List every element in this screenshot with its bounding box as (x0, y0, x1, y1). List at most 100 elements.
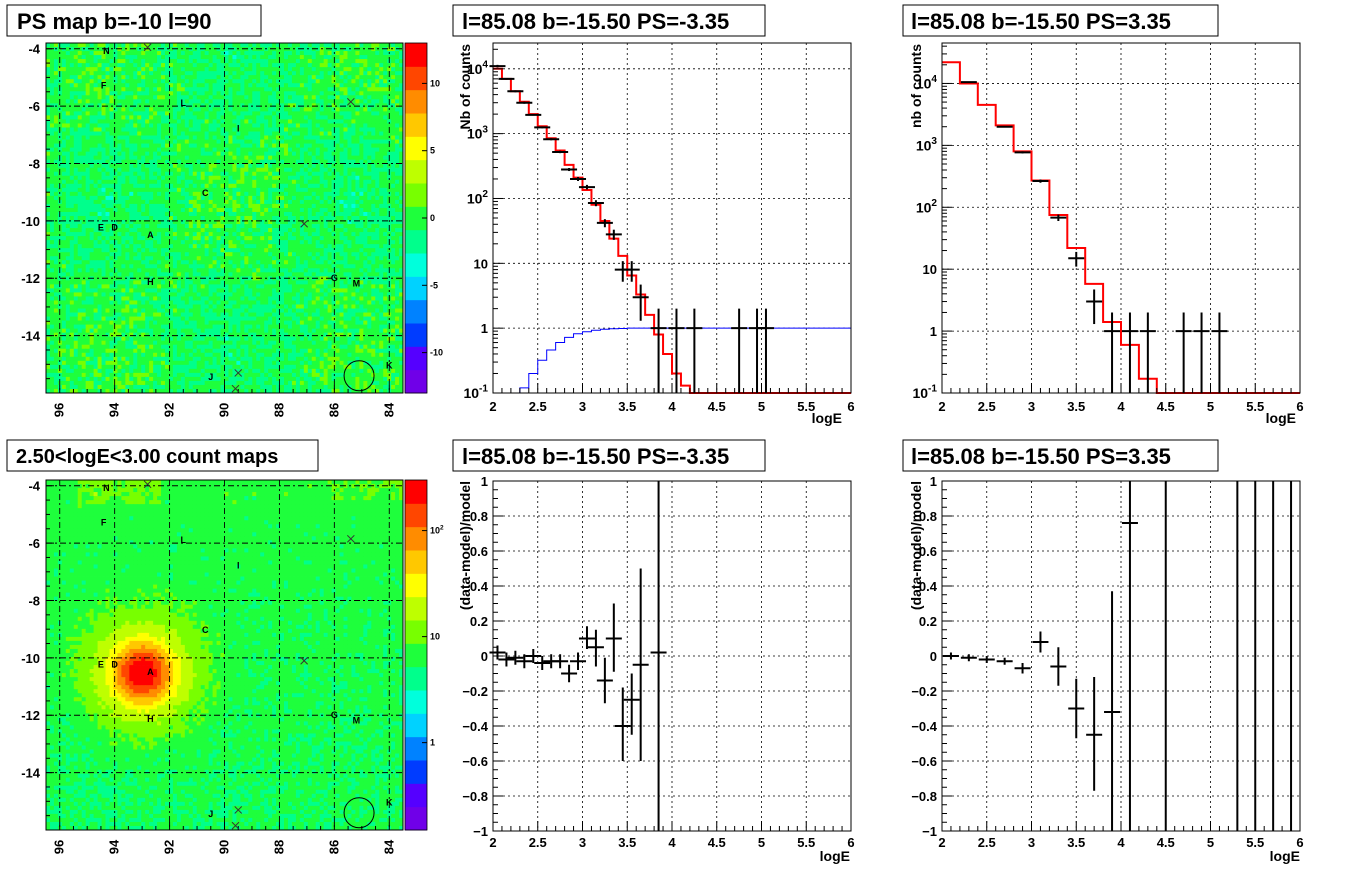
map-pixel (347, 51, 351, 55)
map-pixel (94, 59, 98, 63)
map-pixel (94, 67, 98, 71)
map-pixel (173, 43, 177, 47)
map-pixel (332, 79, 336, 83)
map-pixel (153, 95, 157, 99)
map-pixel (213, 168, 217, 172)
map-pixel (117, 47, 121, 51)
map-pixel (145, 156, 149, 160)
map-pixel (141, 99, 145, 103)
map-pixel (351, 51, 355, 55)
map-pixel (359, 184, 363, 188)
map-pixel (296, 236, 300, 240)
map-pixel (189, 260, 193, 264)
map-pixel (244, 196, 248, 200)
map-pixel (308, 123, 312, 127)
map-pixel (165, 103, 169, 107)
map-pixel (117, 140, 121, 144)
map-pixel (46, 83, 50, 87)
map-pixel (157, 156, 161, 160)
map-pixel (379, 232, 383, 236)
map-pixel (236, 75, 240, 79)
map-pixel (54, 71, 58, 75)
map-pixel (78, 111, 82, 115)
map-pixel (228, 184, 232, 188)
map-pixel (316, 83, 320, 87)
map-pixel (391, 152, 395, 156)
map-pixel (46, 216, 50, 220)
map-pixel (328, 107, 332, 111)
map-pixel (185, 172, 189, 176)
map-pixel (153, 164, 157, 168)
map-pixel (50, 71, 54, 75)
map-pixel (371, 144, 375, 148)
map-pixel (165, 180, 169, 184)
map-pixel (288, 75, 292, 79)
map-pixel (252, 260, 256, 264)
map-pixel (284, 212, 288, 216)
map-pixel (232, 152, 236, 156)
map-pixel (379, 260, 383, 264)
map-pixel (304, 95, 308, 99)
map-pixel (94, 168, 98, 172)
map-pixel (312, 172, 316, 176)
map-pixel (328, 63, 332, 67)
map-pixel (129, 156, 133, 160)
map-pixel (288, 87, 292, 91)
map-pixel (264, 196, 268, 200)
map-pixel (137, 132, 141, 136)
map-pixel (359, 236, 363, 240)
map-pixel (225, 168, 229, 172)
map-pixel (324, 188, 328, 192)
map-pixel (74, 55, 78, 59)
map-pixel (173, 95, 177, 99)
map-pixel (201, 216, 205, 220)
map-pixel (145, 99, 149, 103)
map-pixel (240, 91, 244, 95)
map-pixel (113, 184, 117, 188)
map-pixel (383, 204, 387, 208)
map-pixel (201, 87, 205, 91)
map-pixel (201, 236, 205, 240)
map-pixel (137, 111, 141, 115)
map-pixel (256, 260, 260, 264)
map-pixel (209, 127, 213, 131)
map-pixel (379, 136, 383, 140)
map-pixel (74, 256, 78, 260)
map-pixel (213, 63, 217, 67)
map-pixel (193, 75, 197, 79)
map-pixel (344, 123, 348, 127)
map-pixel (62, 212, 66, 216)
map-pixel (340, 95, 344, 99)
map-pixel (157, 176, 161, 180)
map-pixel (308, 164, 312, 168)
map-pixel (133, 71, 137, 75)
map-pixel (125, 172, 129, 176)
map-pixel (145, 204, 149, 208)
map-pixel (141, 180, 145, 184)
map-pixel (90, 144, 94, 148)
map-pixel (121, 232, 125, 236)
map-pixel (50, 99, 54, 103)
map-pixel (189, 103, 193, 107)
map-pixel (157, 95, 161, 99)
map-pixel (181, 176, 185, 180)
map-pixel (197, 172, 201, 176)
map-pixel (347, 63, 351, 67)
map-pixel (312, 212, 316, 216)
map-pixel (379, 172, 383, 176)
map-pixel (78, 91, 82, 95)
map-pixel (351, 200, 355, 204)
map-pixel (379, 119, 383, 123)
map-pixel (256, 51, 260, 55)
map-pixel (189, 63, 193, 67)
map-pixel (225, 107, 229, 111)
map-pixel (383, 67, 387, 71)
map-pixel (78, 107, 82, 111)
map-pixel (395, 115, 399, 119)
map-pixel (236, 103, 240, 107)
map-pixel (347, 91, 351, 95)
map-pixel (292, 228, 296, 232)
map-pixel (137, 168, 141, 172)
map-pixel (328, 55, 332, 59)
map-pixel (181, 244, 185, 248)
